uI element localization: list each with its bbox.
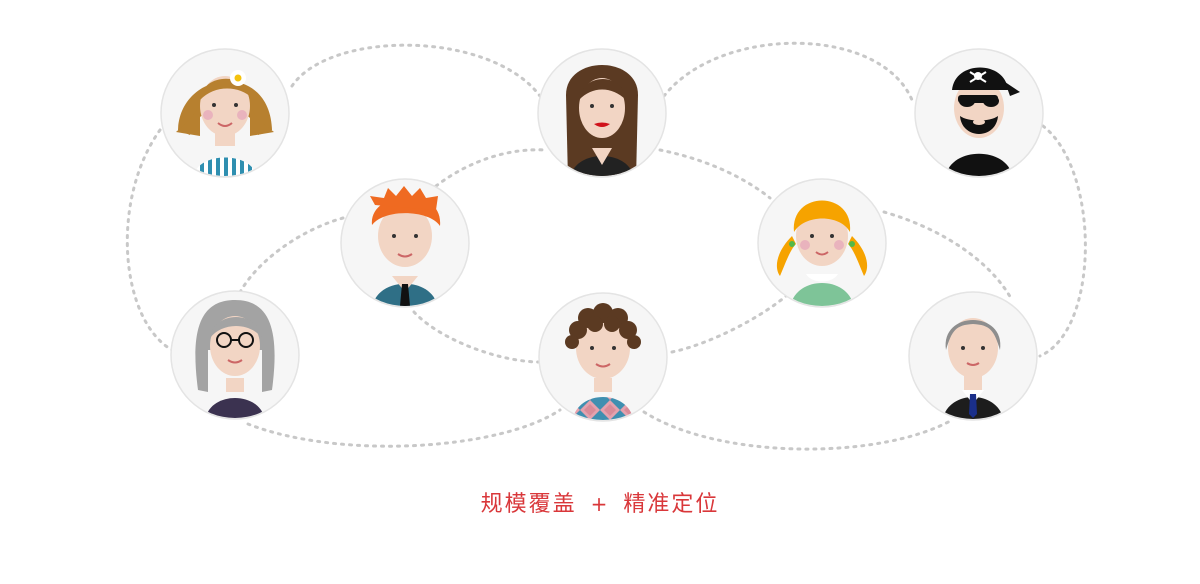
connector-lines bbox=[125, 41, 1087, 451]
blonde-girl-avatar bbox=[757, 178, 887, 308]
woman-long-hair-icon bbox=[566, 65, 638, 176]
tagline-scale-coverage: 规模覆盖 bbox=[480, 492, 577, 517]
tagline-precise-targeting: 精准定位 bbox=[623, 492, 720, 517]
pirate-avatar bbox=[914, 48, 1044, 178]
girl-pigtails-icon bbox=[776, 200, 868, 306]
connector-outer-left-top bbox=[290, 43, 542, 98]
grandma-avatar bbox=[170, 290, 300, 420]
connector-outer-right-top bbox=[662, 41, 914, 102]
connector-inner-bottom-right bbox=[670, 294, 788, 354]
connector-inner-top-right bbox=[658, 148, 772, 200]
tagline-plus: + bbox=[590, 492, 610, 516]
redhead-boy-tie-icon bbox=[370, 186, 441, 306]
connector-inner-right bbox=[882, 210, 1014, 302]
connector-inner-left bbox=[236, 216, 345, 298]
tagline: 规模覆盖 + 精准定位 bbox=[0, 486, 1200, 518]
connector-inner-bottom-left bbox=[412, 310, 542, 364]
woman-long-hair-avatar bbox=[537, 48, 667, 178]
businessman-avatar bbox=[908, 291, 1038, 421]
grandma-glasses-icon bbox=[195, 300, 275, 418]
curly-boy-avatar bbox=[538, 292, 668, 422]
connector-outer-right bbox=[1038, 124, 1087, 358]
redhead-boy-avatar bbox=[340, 178, 470, 308]
curly-boy-argyle-icon bbox=[565, 303, 641, 420]
woman-flower-avatar bbox=[160, 48, 290, 178]
connector-bottom-right bbox=[642, 410, 954, 451]
connector-inner-top-left bbox=[434, 148, 547, 188]
connector-outer-left bbox=[125, 128, 174, 352]
connector-bottom-left bbox=[246, 408, 562, 448]
pirate-icon bbox=[945, 67, 1020, 176]
